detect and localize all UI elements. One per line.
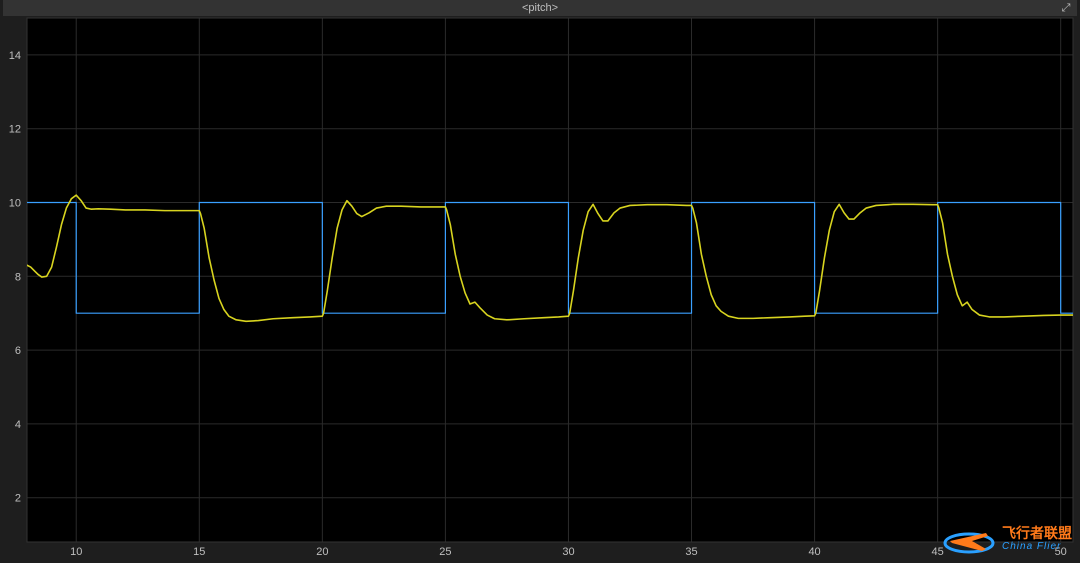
logo-glyph xyxy=(942,521,996,557)
svg-text:30: 30 xyxy=(562,546,574,558)
logo-line1: 飞行者联盟 xyxy=(1002,526,1072,540)
svg-text:10: 10 xyxy=(70,546,82,558)
scope-window: { "title": "<pitch>", "chart": { "type":… xyxy=(0,0,1080,563)
watermark-logo: 飞行者联盟 China Flier xyxy=(942,521,1072,557)
scope-title: <pitch> xyxy=(522,2,558,14)
svg-text:6: 6 xyxy=(15,345,21,357)
plot-area: 1015202530354045502468101214 xyxy=(3,16,1077,560)
svg-text:2: 2 xyxy=(15,493,21,505)
svg-text:20: 20 xyxy=(316,546,328,558)
svg-text:4: 4 xyxy=(15,419,21,431)
expand-icon[interactable]: ⤢ xyxy=(1059,0,1073,14)
svg-text:10: 10 xyxy=(9,198,21,210)
svg-text:12: 12 xyxy=(9,124,21,136)
svg-text:8: 8 xyxy=(15,271,21,283)
svg-text:15: 15 xyxy=(193,546,205,558)
svg-text:35: 35 xyxy=(685,546,697,558)
svg-text:40: 40 xyxy=(808,546,820,558)
svg-text:25: 25 xyxy=(439,546,451,558)
svg-text:14: 14 xyxy=(9,50,21,62)
scope-titlebar: <pitch> ⤢ xyxy=(3,0,1077,16)
logo-line2: China Flier xyxy=(1002,542,1072,552)
scope-plot[interactable]: 1015202530354045502468101214 xyxy=(3,16,1077,560)
logo-text: 飞行者联盟 China Flier xyxy=(1002,526,1072,552)
